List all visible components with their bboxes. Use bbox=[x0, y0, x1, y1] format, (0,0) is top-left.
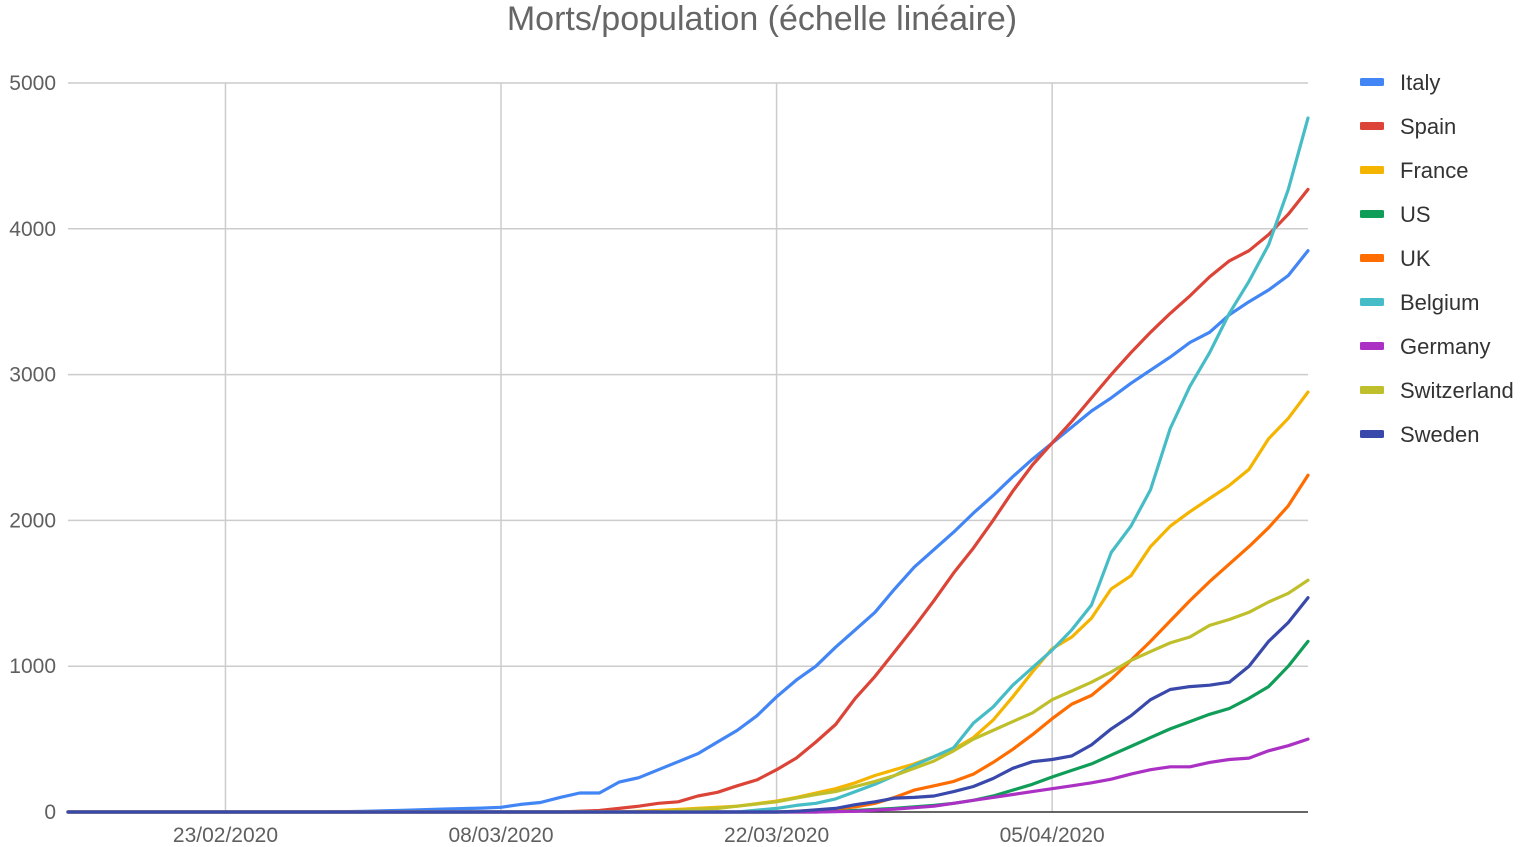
legend-swatch-uk bbox=[1360, 254, 1384, 262]
legend-swatch-germany bbox=[1360, 342, 1384, 350]
legend-swatch-france bbox=[1360, 166, 1384, 174]
y-tick-label: 5000 bbox=[9, 72, 56, 95]
chart-title: Morts/population (échelle linéaire) bbox=[507, 0, 1017, 38]
legend-swatch-spain bbox=[1360, 122, 1384, 130]
legend-label-spain: Spain bbox=[1400, 114, 1456, 139]
legend: Italy Spain France US UK Belgium Germany Switze… bbox=[1360, 70, 1514, 447]
y-tick-label: 3000 bbox=[9, 364, 56, 387]
legend-swatch-italy bbox=[1360, 78, 1384, 86]
series-line-italy bbox=[66, 249, 1310, 814]
legend-label-germany: Germany bbox=[1400, 334, 1490, 359]
legend-label-switzerland: Switzerland bbox=[1400, 378, 1514, 403]
series-lines bbox=[66, 116, 1310, 814]
series-line-switzerland bbox=[66, 578, 1310, 814]
legend-swatch-us bbox=[1360, 210, 1384, 218]
legend-label-france: France bbox=[1400, 158, 1468, 183]
legend-swatch-switzerland bbox=[1360, 386, 1384, 394]
legend-label-italy: Italy bbox=[1400, 70, 1440, 95]
x-tick-label: 23/02/2020 bbox=[173, 824, 278, 847]
y-tick-label: 2000 bbox=[9, 509, 56, 532]
gridlines bbox=[68, 82, 1308, 812]
series-line-spain bbox=[66, 187, 1310, 814]
y-tick-label: 0 bbox=[44, 801, 56, 824]
x-tick-label: 08/03/2020 bbox=[448, 824, 553, 847]
y-tick-label: 4000 bbox=[9, 218, 56, 241]
legend-label-us: US bbox=[1400, 202, 1431, 227]
legend-label-belgium: Belgium bbox=[1400, 290, 1479, 315]
y-tick-label: 1000 bbox=[9, 655, 56, 678]
legend-swatch-sweden bbox=[1360, 430, 1384, 438]
series-line-germany bbox=[66, 737, 1310, 814]
x-tick-label: 05/04/2020 bbox=[1000, 824, 1105, 847]
x-tick-label: 22/03/2020 bbox=[724, 824, 829, 847]
series-line-belgium bbox=[66, 116, 1310, 814]
x-axis-ticks: 23/02/2020 08/03/2020 22/03/2020 05/04/2020 bbox=[173, 824, 1105, 847]
legend-label-uk: UK bbox=[1400, 246, 1431, 271]
series-line-uk bbox=[66, 473, 1310, 814]
legend-label-sweden: Sweden bbox=[1400, 422, 1480, 447]
series-line-sweden bbox=[66, 596, 1310, 814]
legend-swatch-belgium bbox=[1360, 298, 1384, 306]
y-axis-ticks: 0 1000 2000 3000 4000 5000 bbox=[9, 72, 56, 824]
